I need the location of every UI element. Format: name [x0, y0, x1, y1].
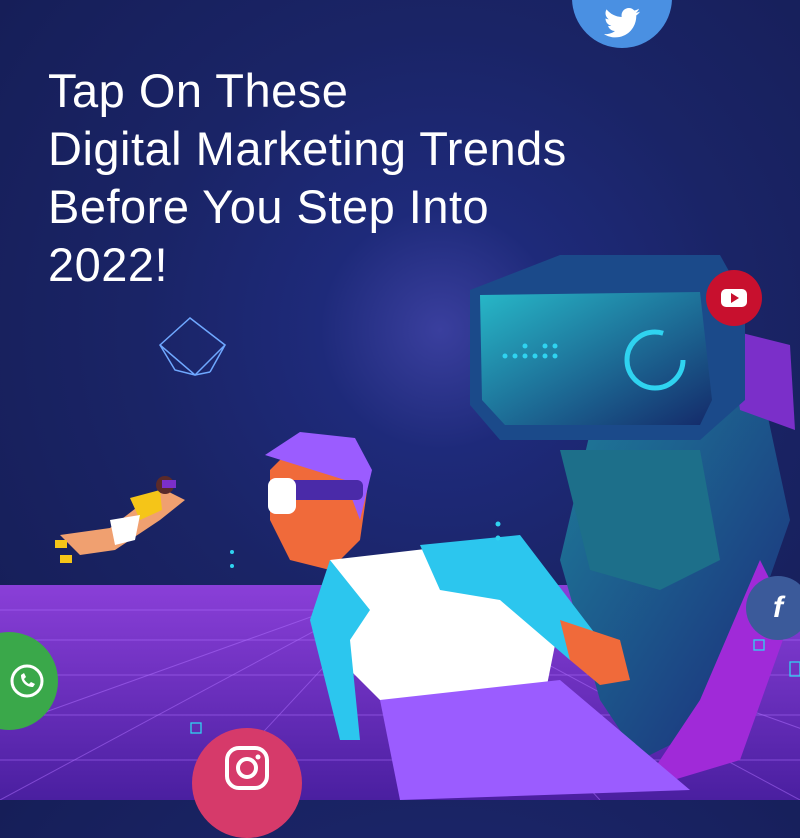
vr-head-figure [470, 255, 795, 790]
headline-line-1: Tap On These [48, 64, 349, 117]
sparkle-dots [230, 521, 501, 568]
youtube-icon [706, 270, 762, 326]
illustration [0, 255, 800, 800]
facebook-icon: f [746, 576, 800, 640]
headline-line-3: Before You Step Into [48, 180, 490, 233]
man-with-vr-headset [265, 432, 690, 800]
instagram-icon [192, 728, 302, 838]
headline-line-4: 2022! [48, 238, 169, 291]
headline: Tap On These Digital Marketing Trends Be… [48, 62, 567, 294]
headline-line-2: Digital Marketing Trends [48, 122, 567, 175]
wireframe-cube-icon [158, 317, 227, 377]
floating-squares [190, 639, 800, 734]
flying-woman-figure [55, 476, 185, 563]
